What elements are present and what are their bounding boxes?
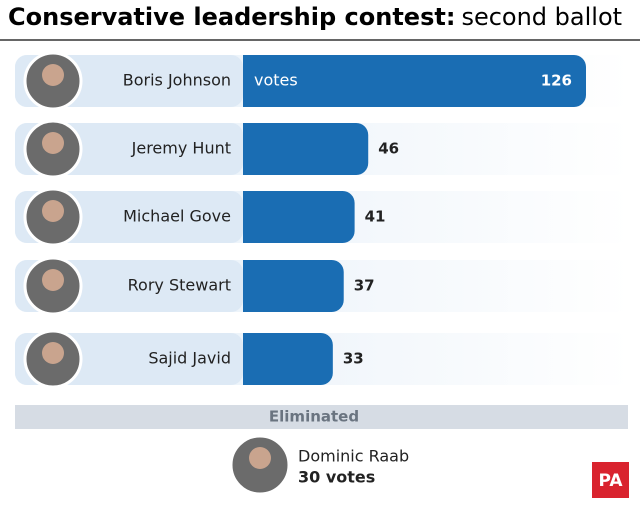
bar [243,260,344,312]
photo-face [42,132,64,154]
category-label: Michael Gove [123,207,231,226]
bar [243,333,333,385]
category-label: Boris Johnson [123,71,231,90]
eliminated-value: 30 votes [298,468,375,487]
value-label: 41 [365,208,386,226]
value-label: 37 [354,277,375,295]
bar [243,55,586,107]
photo-face [42,200,64,222]
subtitle: second ballot [461,3,622,31]
value-label: 33 [343,350,364,368]
photo-face [249,447,271,469]
photo-face [42,269,64,291]
value-label: 46 [378,140,399,158]
eliminated-band [15,405,628,429]
rows: Boris Johnson votes 126 Jeremy Hunt 46 Michae… [15,51,630,389]
bar-unit-label: votes [254,71,298,90]
eliminated-label: Eliminated [269,408,359,426]
logo-box [592,462,629,498]
bar [243,191,355,243]
category-label: Jeremy Hunt [131,139,231,158]
title: Conservative leadership contest: [8,3,455,31]
photo-face [42,64,64,86]
eliminated-name: Dominic Raab [298,447,409,466]
chart-title: Conservative leadership contest: second b… [8,3,622,31]
bar [243,123,369,175]
photo-face [42,342,64,364]
category-label: Sajid Javid [148,349,231,368]
category-label: Rory Stewart [128,276,231,295]
logo: PA [598,471,623,491]
value-label: 126 [541,72,572,90]
